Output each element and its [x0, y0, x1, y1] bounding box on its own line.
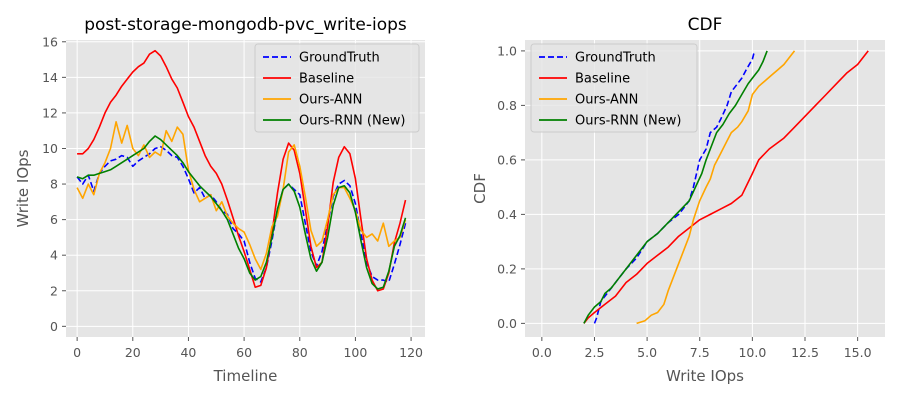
chart-1-y-tick-label: 2	[50, 283, 58, 298]
chart-2-x-tick-label: 12.5	[791, 345, 819, 360]
chart-2-title: CDF	[688, 15, 723, 35]
chart-1-legend-box	[254, 43, 420, 133]
chart-1-legend-label: Ours-RNN (New)	[299, 114, 405, 129]
chart-2-y-tick-label: 1.0	[497, 43, 517, 58]
chart-2-x-tick-label: 0.0	[532, 345, 552, 360]
chart-2-legend-label: Ours-ANN	[575, 93, 638, 108]
chart-2-legend-label: GroundTruth	[575, 51, 656, 66]
chart-2-series-ours-ann-line	[636, 50, 796, 325]
chart-1-x-tick-label: 120	[399, 345, 423, 360]
chart-1-x-tick-label: 60	[236, 345, 252, 360]
chart-1-y-axis-label: Write IOps	[14, 149, 32, 227]
chart-2-x-tick-label: 15.0	[844, 345, 872, 360]
chart-2-y-tick-label: 0.0	[497, 316, 517, 331]
chart-1-legend-label: Baseline	[299, 72, 354, 87]
chart-2-legend-box	[530, 43, 698, 133]
chart-1-x-tick-label: 40	[180, 345, 196, 360]
chart-1-x-tick-label: 0	[73, 345, 81, 360]
chart-1: 0 20 40 60 80 100 120 0 2 4 6 8 10 12 14 16 post-storage…	[14, 15, 425, 385]
chart-2-series-ours-rnn-new-line	[583, 50, 768, 324]
chart-2-x-tick-label: 10.0	[738, 345, 766, 360]
chart-2: 0.0 2.5 5.0 7.5 10.0 12.5 15.0 0.0 0.2 0.4 0.6 0.8 1…	[471, 15, 885, 385]
chart-1-title: post-storage-mongodb-pvc_write-iops	[84, 15, 407, 35]
chart-1-y-tick-label: 6	[50, 212, 58, 227]
chart-2-x-tick-label: 2.5	[585, 345, 605, 360]
chart-1-y-tick-label: 14	[42, 70, 58, 85]
chart-1-x-tick-label: 80	[292, 345, 308, 360]
chart-2-x-axis-label: Write IOps	[666, 367, 744, 385]
chart-1-y-tick-label: 8	[50, 177, 58, 192]
chart-1-x-tick-label: 100	[343, 345, 367, 360]
chart-1-y-tick-label: 16	[42, 34, 58, 49]
chart-1-y-tick-label: 4	[50, 248, 58, 263]
chart-2-series-baseline-line	[583, 50, 869, 324]
chart-1-legend-label: Ours-ANN	[299, 93, 362, 108]
chart-1-x-tick-label: 20	[125, 345, 141, 360]
chart-2-y-tick-label: 0.4	[497, 207, 517, 222]
chart-1-series-ours-ann-line	[76, 121, 407, 271]
chart-2-legend: GroundTruth Baseline Ours-ANN Ours-RNN (New…	[530, 43, 698, 133]
chart-1-legend-label: GroundTruth	[299, 51, 380, 66]
chart-1-legend: GroundTruth Baseline Ours-ANN Ours-RNN (New…	[254, 43, 420, 133]
chart-2-legend-label: Baseline	[575, 72, 630, 87]
chart-2-y-axis-label: CDF	[471, 173, 489, 204]
chart-2-legend-label: Ours-RNN (New)	[575, 114, 681, 129]
chart-1-series-ours-rnn-new-line	[76, 135, 407, 290]
chart-1-x-axis-label: Timeline	[213, 367, 278, 385]
chart-1-series-baseline-line	[77, 49, 407, 292]
chart-2-x-tick-label: 7.5	[690, 345, 710, 360]
chart-2-y-tick-label: 0.8	[497, 98, 517, 113]
chart-1-y-tick-label: 10	[42, 141, 58, 156]
chart-2-y-tick-label: 0.2	[497, 261, 517, 276]
chart-1-y-tick-label: 12	[42, 105, 58, 120]
chart-2-x-tick-label: 5.0	[637, 345, 657, 360]
chart-2-y-tick-label: 0.6	[497, 152, 517, 167]
chart-1-y-tick-label: 0	[50, 319, 58, 334]
chart-1-series-groundtruth-line	[76, 145, 407, 283]
